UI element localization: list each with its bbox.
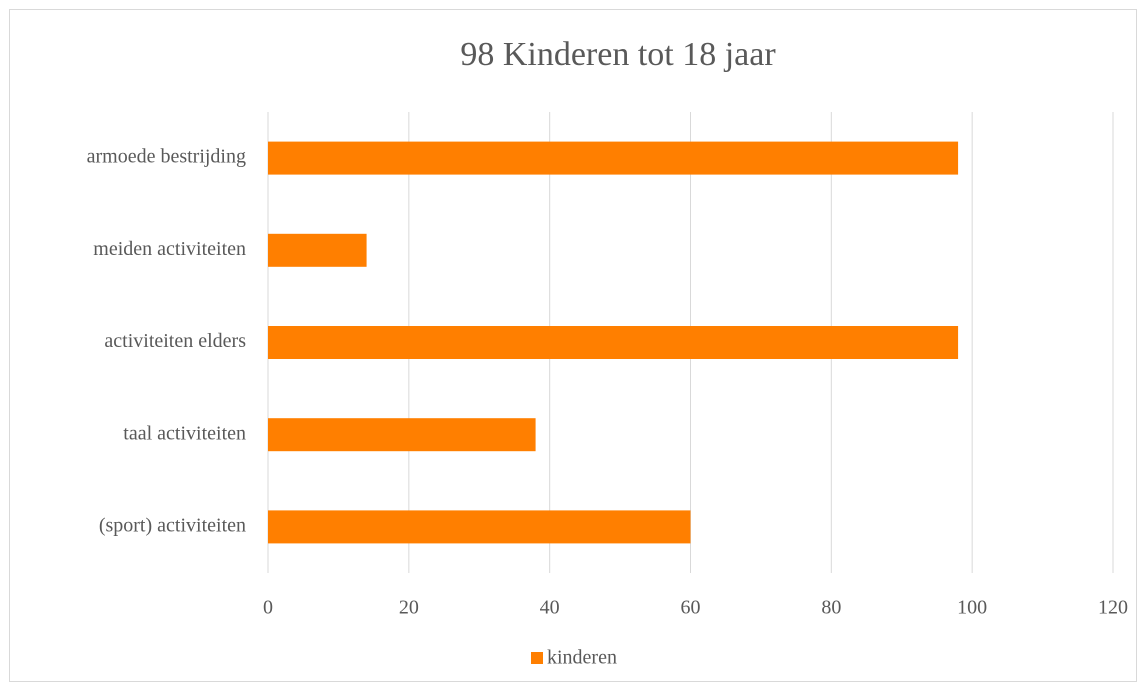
chart-title: 98 Kinderen tot 18 jaar <box>460 36 776 73</box>
bar <box>268 510 691 544</box>
bar <box>268 233 367 267</box>
x-tick-label: 40 <box>540 597 560 619</box>
x-tick-label: 20 <box>399 597 419 619</box>
bar <box>268 326 959 359</box>
x-tick-label: 0 <box>263 597 273 619</box>
y-tick-label: activiteiten elders <box>104 330 246 352</box>
y-tick-label: taal activiteiten <box>123 422 246 444</box>
legend-swatch <box>531 652 543 664</box>
legend-label: kinderen <box>547 647 617 669</box>
y-tick-label: (sport) activiteiten <box>99 514 246 536</box>
y-tick-label: meiden activiteiten <box>93 238 246 260</box>
y-tick-label: armoede bestrijding <box>87 146 246 168</box>
x-tick-label: 80 <box>821 597 841 619</box>
bar <box>268 141 959 175</box>
x-tick-label: 60 <box>681 597 701 619</box>
x-tick-label: 120 <box>1098 597 1128 619</box>
x-tick-label: 100 <box>957 597 987 619</box>
bar <box>268 418 536 452</box>
